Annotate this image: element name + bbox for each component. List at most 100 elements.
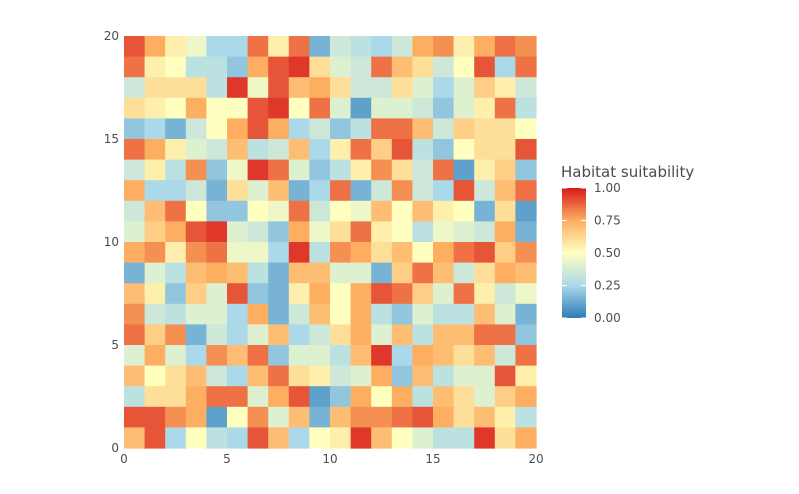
heatmap-cell bbox=[144, 139, 166, 161]
heatmap-cell bbox=[288, 77, 310, 99]
heatmap-cell bbox=[144, 365, 166, 387]
heatmap-cell bbox=[268, 159, 290, 181]
heatmap-cell bbox=[247, 221, 269, 243]
heatmap-cell bbox=[206, 242, 228, 264]
heatmap-cell bbox=[288, 180, 310, 202]
heatmap-cell bbox=[268, 56, 290, 78]
heatmap-cell bbox=[185, 262, 207, 284]
heatmap-cell bbox=[227, 406, 249, 428]
heatmap-cell bbox=[474, 36, 496, 58]
heatmap-cell bbox=[247, 406, 269, 428]
heatmap-cell bbox=[350, 221, 372, 243]
heatmap-cell bbox=[309, 386, 331, 408]
heatmap-cell bbox=[268, 221, 290, 243]
heatmap-cell bbox=[515, 303, 537, 325]
heatmap-cell bbox=[288, 262, 310, 284]
x-tick-label: 10 bbox=[322, 452, 337, 466]
heatmap-cell bbox=[330, 221, 352, 243]
y-tick-label: 10 bbox=[104, 235, 119, 249]
heatmap-cell bbox=[474, 77, 496, 99]
heatmap-cell bbox=[124, 118, 146, 140]
heatmap-cell bbox=[227, 180, 249, 202]
heatmap-cell bbox=[474, 159, 496, 181]
heatmap-cell bbox=[330, 180, 352, 202]
heatmap-cell bbox=[330, 386, 352, 408]
heatmap-cell bbox=[494, 324, 516, 346]
heatmap-cell bbox=[515, 36, 537, 58]
heatmap-cell bbox=[206, 262, 228, 284]
heatmap-cell bbox=[247, 139, 269, 161]
heatmap-cell bbox=[144, 159, 166, 181]
heatmap-cell bbox=[515, 77, 537, 99]
heatmap-cell bbox=[206, 303, 228, 325]
heatmap-cell bbox=[124, 345, 146, 367]
heatmap-cell bbox=[309, 77, 331, 99]
heatmap-cell bbox=[227, 345, 249, 367]
heatmap-cell bbox=[247, 242, 269, 264]
heatmap-cell bbox=[453, 200, 475, 222]
heatmap-cell bbox=[391, 365, 413, 387]
heatmap-cell bbox=[206, 159, 228, 181]
heatmap-cell bbox=[474, 386, 496, 408]
heatmap-cell bbox=[144, 262, 166, 284]
heatmap-cell bbox=[144, 221, 166, 243]
heatmap-cell bbox=[288, 427, 310, 449]
heatmap-cell bbox=[185, 97, 207, 119]
heatmap-cell bbox=[515, 386, 537, 408]
heatmap-cell bbox=[453, 262, 475, 284]
heatmap-cell bbox=[288, 324, 310, 346]
heatmap-cell bbox=[309, 221, 331, 243]
heatmap-cell bbox=[144, 406, 166, 428]
heatmap-cell bbox=[330, 139, 352, 161]
heatmap-cell bbox=[227, 221, 249, 243]
heatmap-cell bbox=[494, 262, 516, 284]
heatmap-cell bbox=[412, 283, 434, 305]
heatmap-cell bbox=[165, 36, 187, 58]
heatmap-cell bbox=[206, 365, 228, 387]
heatmap-cell bbox=[206, 139, 228, 161]
heatmap-cell bbox=[371, 324, 393, 346]
heatmap-cell bbox=[165, 97, 187, 119]
heatmap-cell bbox=[515, 283, 537, 305]
heatmap-cell bbox=[165, 77, 187, 99]
heatmap-cell bbox=[474, 427, 496, 449]
heatmap-cell bbox=[330, 262, 352, 284]
x-tick-label: 20 bbox=[528, 452, 543, 466]
heatmap-cell bbox=[391, 262, 413, 284]
heatmap-cell bbox=[206, 221, 228, 243]
legend: Habitat suitability 0.00 0.25 0.50 0.75 1.00 bbox=[561, 163, 694, 325]
heatmap-cell bbox=[309, 427, 331, 449]
heatmap-cell bbox=[494, 303, 516, 325]
heatmap-cell bbox=[494, 159, 516, 181]
heatmap-cell bbox=[165, 180, 187, 202]
heatmap-cell bbox=[268, 365, 290, 387]
heatmap-cell bbox=[515, 159, 537, 181]
heatmap-cell bbox=[350, 242, 372, 264]
heatmap-cell bbox=[185, 365, 207, 387]
heatmap-cell bbox=[412, 118, 434, 140]
heatmap-cell bbox=[227, 77, 249, 99]
heatmap-cell bbox=[185, 386, 207, 408]
heatmap-cell bbox=[412, 324, 434, 346]
heatmap-cell bbox=[185, 200, 207, 222]
heatmap-cell bbox=[247, 365, 269, 387]
heatmap-cell bbox=[371, 262, 393, 284]
heatmap-cell bbox=[391, 242, 413, 264]
heatmap-cell bbox=[494, 200, 516, 222]
heatmap-cell bbox=[433, 118, 455, 140]
heatmap-cell bbox=[268, 180, 290, 202]
heatmap-cell bbox=[268, 345, 290, 367]
heatmap-cell bbox=[165, 159, 187, 181]
heatmap-cell bbox=[309, 180, 331, 202]
heatmap-cell bbox=[268, 36, 290, 58]
heatmap-cell bbox=[515, 180, 537, 202]
heatmap-cell bbox=[227, 386, 249, 408]
heatmap-cell bbox=[288, 200, 310, 222]
heatmap-cell bbox=[227, 262, 249, 284]
heatmap-cell bbox=[144, 303, 166, 325]
heatmap-cell bbox=[165, 345, 187, 367]
heatmap-cell bbox=[124, 159, 146, 181]
heatmap-cell bbox=[330, 365, 352, 387]
heatmap-cell bbox=[350, 97, 372, 119]
heatmap-cell bbox=[453, 283, 475, 305]
